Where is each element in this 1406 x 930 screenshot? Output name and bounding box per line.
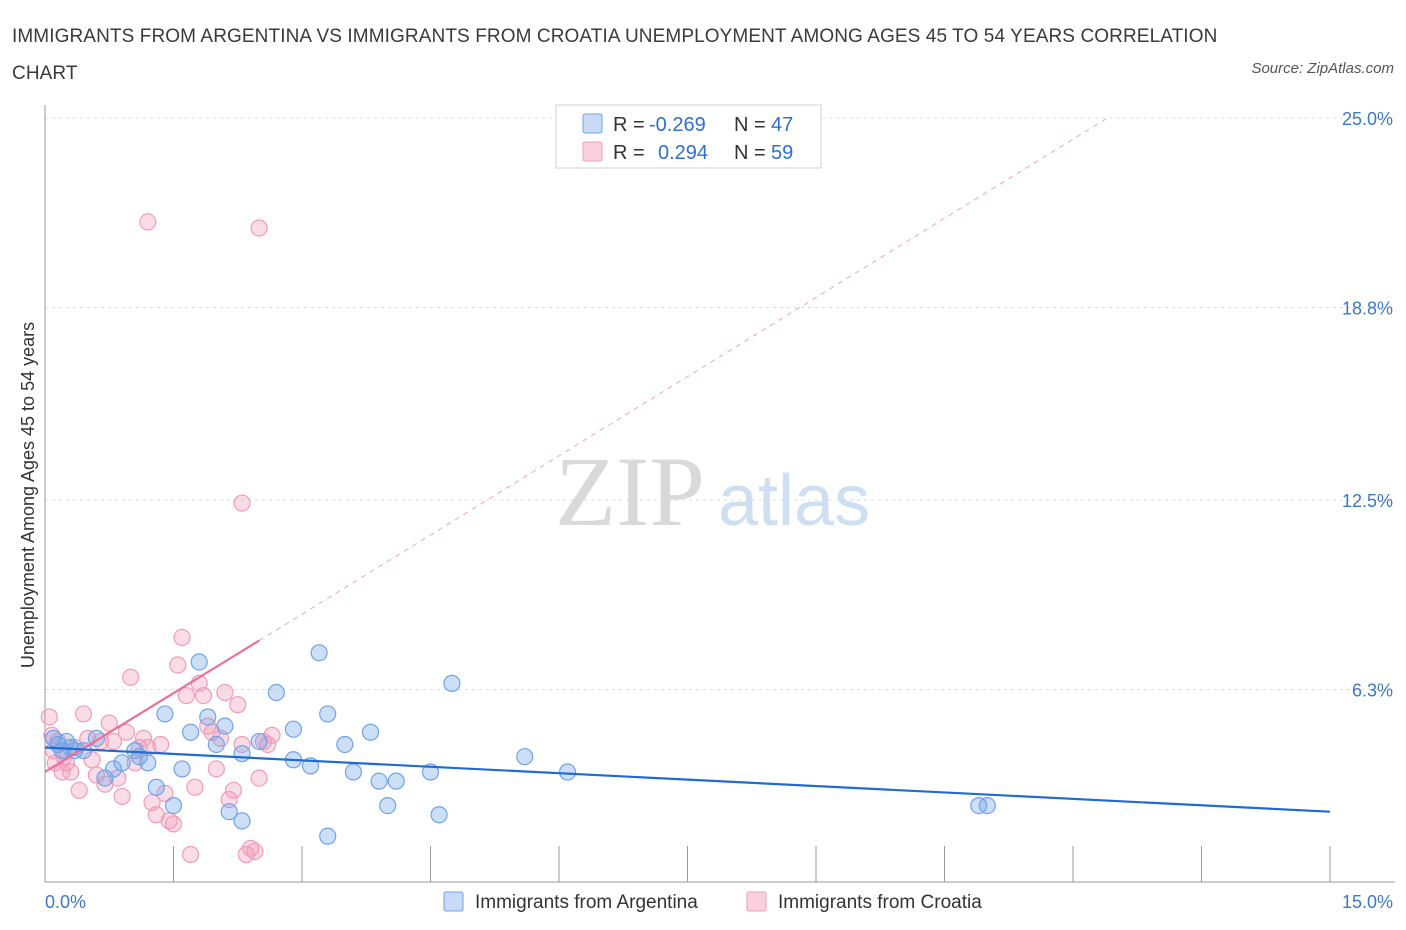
argentina-point (978, 796, 996, 815)
argentina-point (250, 732, 268, 751)
argentina-point (104, 760, 123, 778)
legend-argentina-swatch (443, 891, 464, 912)
croatia-r-label: R = (613, 142, 645, 164)
argentina-point (233, 812, 251, 830)
argentina-points (44, 644, 996, 845)
croatia-trendline-extended (258, 117, 1108, 642)
watermark-zip: ZIP (555, 436, 705, 547)
argentina-n-value: 47 (771, 114, 793, 136)
croatia-point (122, 668, 140, 686)
correlation-legend: R = -0.269 N = 47 R = 0.294 N = 59 (555, 104, 822, 169)
croatia-point (207, 760, 225, 778)
axes (44, 105, 1395, 883)
y-tick-label: 12.5% (1342, 491, 1393, 511)
argentina-point (190, 653, 208, 671)
croatia-n-value: 59 (771, 142, 793, 164)
argentina-point (379, 796, 397, 815)
legend-argentina-label: Immigrants from Argentina (475, 892, 698, 913)
argentina-point (139, 754, 157, 772)
argentina-legend-swatch (582, 113, 603, 134)
argentina-point (336, 735, 354, 754)
argentina-point (319, 705, 337, 723)
x-tick-label-min: 0.0% (45, 892, 86, 912)
argentina-point (207, 735, 225, 754)
croatia-n-label: N = (734, 142, 766, 164)
croatia-point (233, 735, 251, 754)
chart-title: IMMIGRANTS FROM ARGENTINA VS IMMIGRANTS … (12, 26, 1218, 84)
argentina-trendline (44, 746, 1331, 813)
croatia-points (40, 213, 281, 864)
croatia-point (220, 790, 238, 809)
croatia-point (169, 656, 187, 674)
croatia-point (182, 845, 200, 864)
argentina-r-value: -0.269 (649, 114, 706, 136)
argentina-point (430, 806, 448, 824)
argentina-point (370, 772, 388, 790)
y-axis-label: Unemployment Among Ages 45 to 54 years (18, 322, 38, 668)
croatia-point (186, 778, 204, 796)
argentina-point (558, 763, 577, 781)
y-tick-labels: 6.3% 12.5% 18.8% 25.0% (1342, 109, 1393, 700)
croatia-point (104, 732, 123, 751)
croatia-point (156, 784, 174, 802)
argentina-point (319, 827, 337, 845)
argentina-point (199, 708, 217, 726)
legend-croatia-label: Immigrants from Croatia (778, 892, 982, 913)
argentina-point (156, 705, 174, 723)
gridlines (45, 117, 1395, 690)
argentina-point (267, 683, 285, 702)
x-tick-label-max: 15.0% (1342, 892, 1393, 912)
argentina-point (284, 720, 303, 738)
argentina-point (516, 748, 534, 766)
croatia-point (173, 628, 191, 647)
argentina-n-label: N = (734, 114, 766, 136)
trendlines (44, 117, 1331, 813)
argentina-point (344, 763, 362, 781)
argentina-point (310, 644, 328, 662)
argentina-point (182, 723, 200, 741)
argentina-point (361, 723, 380, 741)
y-tick-label: 18.8% (1342, 298, 1393, 318)
croatia-point (113, 787, 131, 806)
croatia-point (250, 219, 268, 237)
argentina-point (233, 745, 251, 763)
croatia-point (134, 729, 153, 747)
croatia-point (139, 213, 157, 231)
croatia-point (194, 686, 213, 705)
argentina-point (387, 772, 405, 790)
croatia-point (229, 696, 247, 714)
croatia-point (40, 708, 58, 726)
source-label: Source: ZipAtlas.com (1251, 60, 1394, 77)
croatia-point (164, 815, 183, 833)
croatia-point (246, 842, 264, 861)
argentina-point (164, 796, 183, 815)
croatia-r-value: 0.294 (658, 142, 708, 164)
croatia-point (62, 763, 80, 781)
series-legend: Immigrants from Argentina Immigrants fro… (443, 891, 982, 913)
croatia-point (117, 723, 135, 741)
argentina-point (443, 674, 461, 692)
argentina-point (173, 760, 191, 778)
y-tick-label: 25.0% (1342, 109, 1393, 129)
croatia-point (152, 735, 170, 754)
argentina-point (147, 778, 165, 796)
argentina-point (220, 803, 238, 821)
croatia-point (74, 705, 93, 723)
legend-croatia-swatch (746, 891, 767, 912)
argentina-point (96, 769, 114, 787)
argentina-point (216, 717, 234, 735)
watermark-atlas: atlas (718, 461, 870, 541)
croatia-point (70, 781, 88, 799)
argentina-r-label: R = (613, 114, 645, 136)
y-tick-label: 6.3% (1352, 680, 1393, 700)
argentina-point (113, 754, 131, 772)
croatia-legend-swatch (582, 141, 603, 162)
croatia-point (224, 781, 243, 799)
croatia-point (216, 683, 234, 702)
croatia-point (100, 714, 118, 732)
croatia-point (233, 494, 251, 512)
croatia-point (177, 686, 195, 705)
croatia-point (250, 769, 268, 787)
